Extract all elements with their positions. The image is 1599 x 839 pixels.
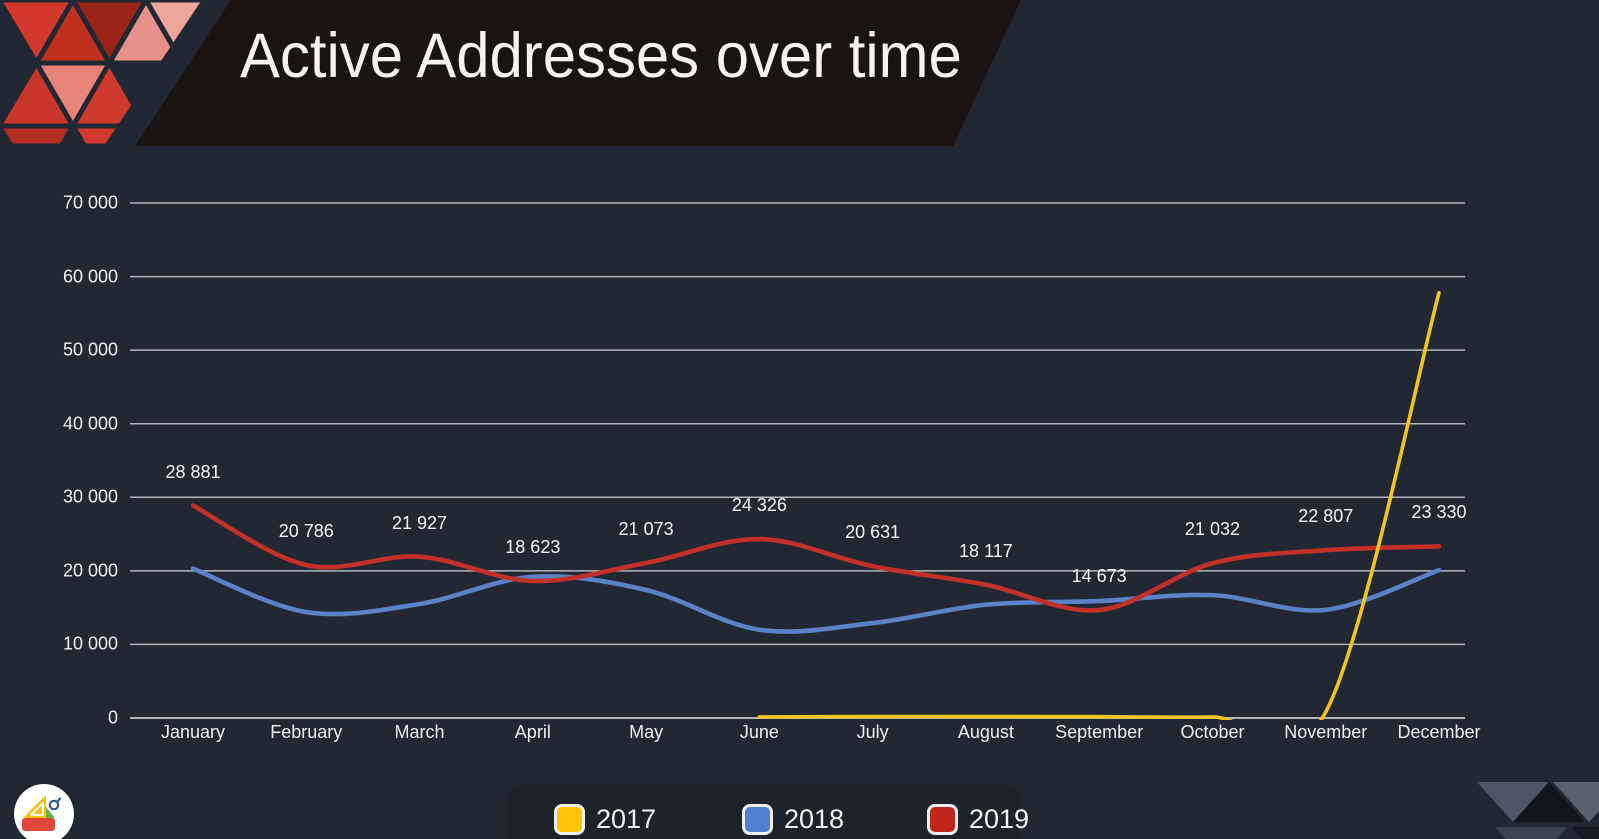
data-label: 21 073 (618, 518, 674, 539)
data-label: 24 326 (731, 495, 787, 516)
series-line-2017 (757, 290, 1441, 720)
data-label: 21 032 (1184, 519, 1240, 540)
data-label: 22 807 (1298, 506, 1354, 527)
x-axis-label: June (739, 722, 779, 742)
y-axis-label: 20 000 (62, 560, 118, 581)
x-axis-label: January (160, 722, 226, 742)
legend-label: 2017 (596, 804, 657, 834)
data-label: 18 623 (505, 536, 561, 557)
x-axis-label: April (514, 722, 551, 742)
legend-swatch (554, 804, 585, 835)
data-label: 20 631 (845, 522, 901, 543)
y-axis-label: 40 000 (62, 413, 118, 434)
y-axis-label: 60 000 (62, 266, 118, 287)
legend-item-2018: 2018 (742, 804, 844, 835)
x-axis-label: July (856, 722, 889, 742)
y-axis-label: 0 (107, 707, 118, 728)
legend-label: 2019 (969, 804, 1030, 834)
data-label: 20 786 (278, 521, 334, 542)
data-label: 23 330 (1411, 502, 1467, 523)
y-axis-label: 30 000 (62, 486, 118, 507)
data-label: 14 673 (1071, 566, 1127, 587)
x-axis-label: March (394, 722, 445, 742)
data-label: 18 117 (959, 540, 1013, 561)
page-title: Active Addresses over time (240, 21, 962, 91)
x-axis-label: August (957, 722, 1014, 742)
legend-item-2017: 2017 (554, 804, 656, 835)
x-axis-label: December (1397, 722, 1481, 742)
title-banner: Active Addresses over time (135, 0, 1021, 146)
legend-item-2019: 2019 (927, 804, 1029, 835)
legend-swatch (927, 804, 958, 835)
gridlines (130, 202, 1465, 719)
data-label: 28 881 (165, 461, 221, 482)
legend-label: 2018 (784, 804, 845, 834)
x-axis-label: October (1180, 722, 1245, 742)
y-axis-label: 70 000 (62, 192, 118, 213)
legend-swatch (742, 804, 773, 835)
x-axis-label: February (270, 722, 343, 742)
data-label: 21 927 (392, 512, 448, 533)
y-axis-label: 50 000 (62, 339, 118, 360)
y-axis-label: 10 000 (62, 633, 118, 654)
series-line-2018 (190, 566, 1442, 634)
app-badge-icon (14, 784, 74, 839)
legend: 2017 2018 2019 (508, 784, 1029, 839)
x-axis-label: September (1055, 722, 1144, 742)
corner-triangles-decor (1477, 782, 1599, 839)
series-line-2019 (190, 503, 1442, 613)
x-axis-label: May (629, 722, 664, 742)
logo-triangle-mosaic-icon (0, 0, 222, 146)
x-axis-label: November (1284, 722, 1368, 742)
